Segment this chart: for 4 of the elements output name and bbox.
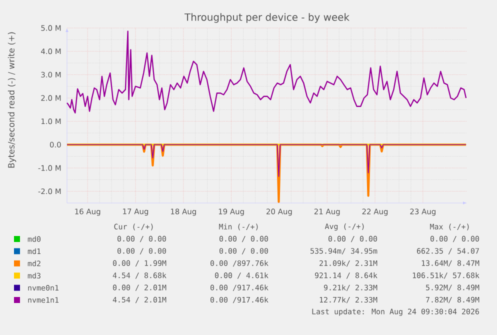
line-series [66, 30, 467, 114]
line-series [66, 144, 466, 177]
chart-title: Throughput per device - by week [184, 13, 350, 23]
y-axis-title: Bytes/second read (-) / write (+) [8, 32, 16, 168]
